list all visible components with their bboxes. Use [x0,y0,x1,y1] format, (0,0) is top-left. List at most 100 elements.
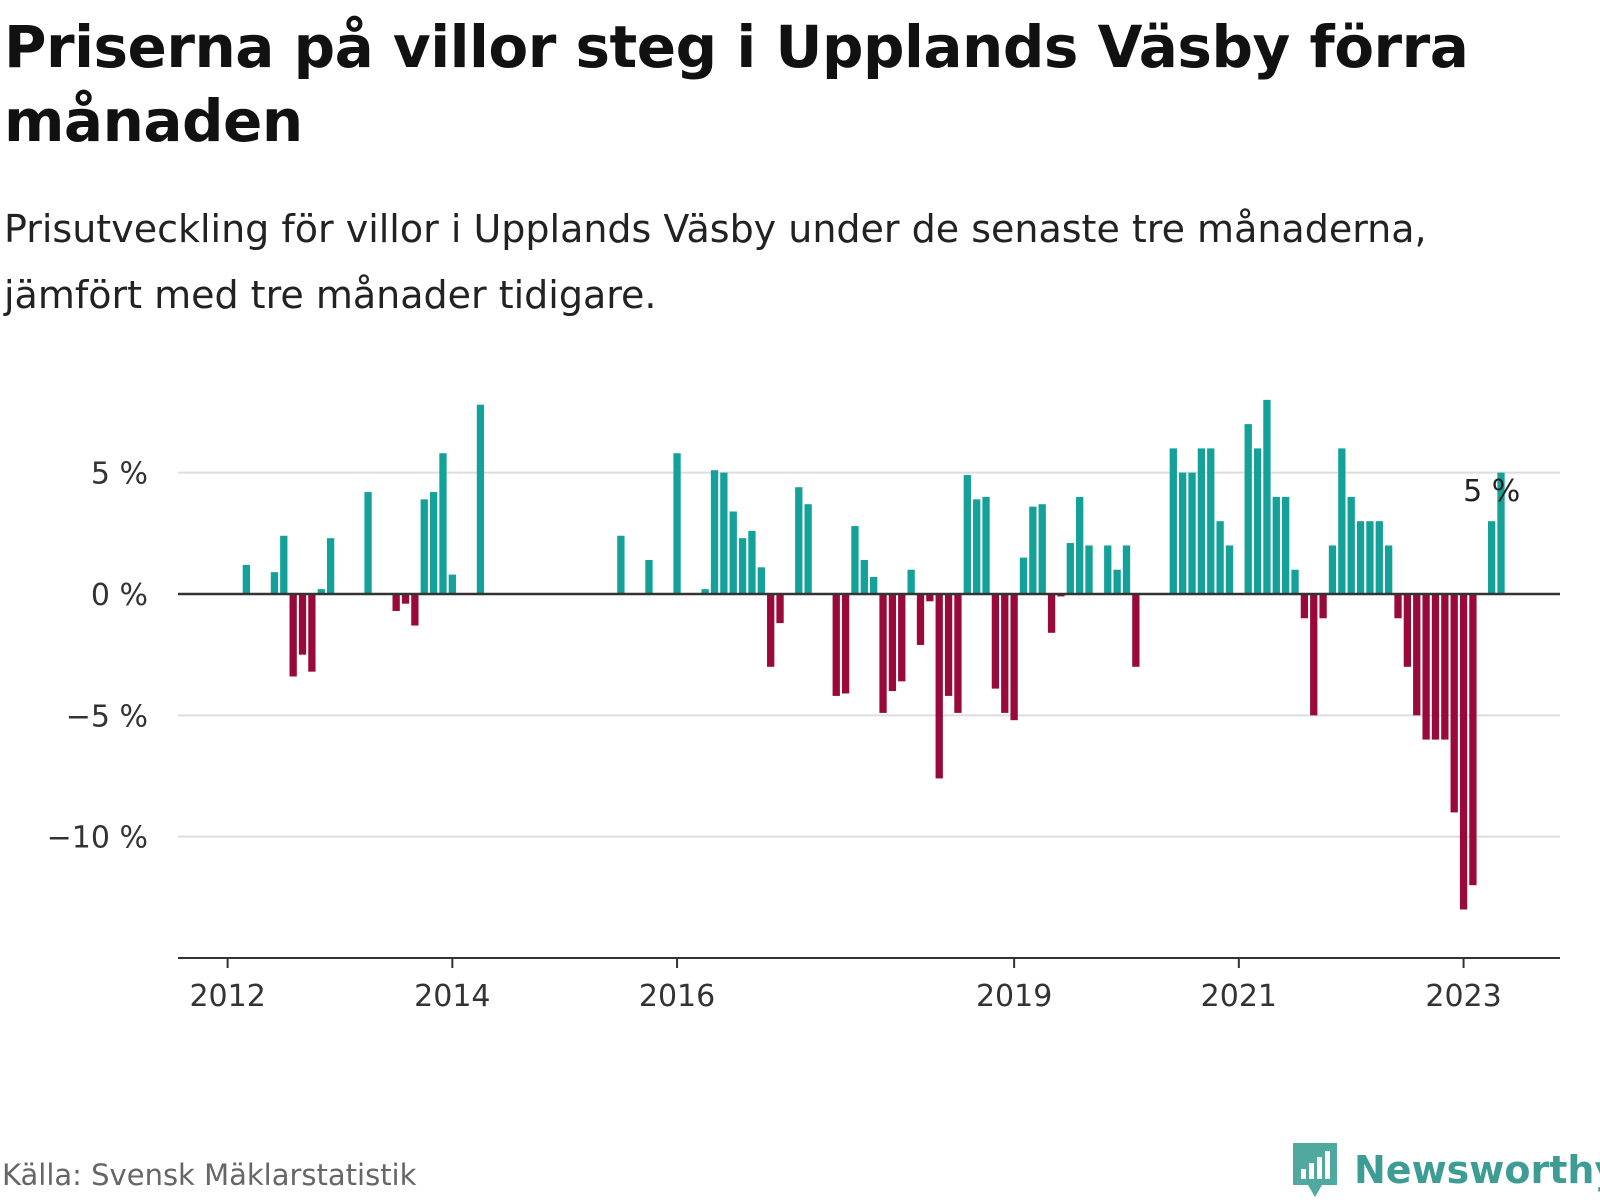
bar [991,593,1000,689]
bar-chart: 5 % 0 % −5 % −10 % 2012 2014 2016 2019 2021 2023 5… [47,399,1560,1014]
bar [710,470,719,594]
bar [1272,496,1280,594]
bar [392,593,400,611]
bar [1366,521,1374,594]
bar [1338,448,1346,594]
bar [1385,545,1393,594]
bar [720,472,728,594]
bar [1188,472,1196,594]
source-note: Källa: Svensk Mäklarstatistik [2,1158,417,1192]
x-tick-label: 2023 [1425,979,1501,1014]
bar [1469,593,1477,886]
bar [1497,472,1505,594]
bar [1029,506,1037,594]
bar [308,593,316,672]
bar [242,564,251,594]
bar [1179,472,1187,594]
bar [804,504,812,594]
bar [1207,448,1215,594]
bar [963,475,971,594]
bar [795,487,803,594]
bar [476,404,485,594]
bar [1113,569,1121,594]
bar [841,593,850,694]
bar [1394,593,1402,619]
bar-annotation: 5 % [1463,474,1520,509]
bar [1197,448,1206,594]
bar [870,577,878,594]
bar [879,593,887,713]
bar [729,511,737,594]
bar [757,567,765,594]
bar [1263,399,1271,594]
bar [411,593,419,626]
bar [1104,545,1112,594]
x-tick-label: 2014 [414,979,490,1014]
bar [1169,448,1177,594]
bar [926,593,934,602]
bar [1300,593,1309,619]
bar [907,569,915,594]
bar [326,538,335,594]
bar [289,593,297,677]
bar [916,593,925,645]
bar [429,492,438,594]
bar [1431,593,1440,740]
bar [317,589,325,594]
x-tick-label: 2021 [1201,979,1277,1014]
bar [1225,545,1234,594]
bar [280,535,288,594]
bar [1253,448,1262,594]
bar [888,593,897,692]
y-tick-label: 5 % [91,457,148,492]
bar [673,453,681,594]
bar [1347,496,1355,594]
bar [1047,593,1056,633]
bar [1216,521,1224,594]
bar [1356,521,1365,594]
bar [364,492,372,594]
bar [401,593,410,604]
bar [851,526,859,594]
bar [1291,569,1299,594]
bar [1375,521,1383,594]
bar [701,589,709,594]
bar [1403,593,1412,667]
bar [1413,593,1421,716]
y-tick-label: −10 % [47,821,148,856]
bar [982,496,990,594]
bar [1066,543,1074,594]
bar [1244,424,1252,594]
newsworthy-brand: Newsworthy [1354,1148,1600,1192]
bar [1319,593,1327,619]
bar [617,535,625,594]
bar [1282,496,1290,594]
bar [1132,593,1140,667]
bar [973,499,981,594]
bar [645,560,653,594]
axes: 5 % 0 % −5 % −10 % 2012 2014 2016 2019 2021 2023 5… [47,457,1560,1014]
bar [1010,593,1018,721]
newsworthy-logo: Newsworthy [1290,1140,1600,1200]
chart-title: Priserna på villor steg i Upplands Väsby… [4,13,1469,155]
chart-subtitle: Prisutveckling för villor i Upplands Väs… [4,207,1427,317]
bar [1487,521,1496,594]
bar [767,593,775,667]
bar [420,499,428,594]
bar [898,593,906,682]
bar [1085,545,1093,594]
bar [298,593,307,655]
bar [748,530,756,594]
gridlines [178,471,1560,838]
y-tick-label: 0 % [91,578,148,613]
bar [439,453,447,594]
bar [1441,593,1449,740]
bar [954,593,962,713]
bar [1328,545,1337,594]
bar [935,593,943,779]
newsworthy-logo-icon [1293,1143,1337,1197]
bar [1310,593,1318,716]
bar [1019,557,1028,594]
bar [944,593,953,696]
y-tick-label: −5 % [66,699,148,734]
